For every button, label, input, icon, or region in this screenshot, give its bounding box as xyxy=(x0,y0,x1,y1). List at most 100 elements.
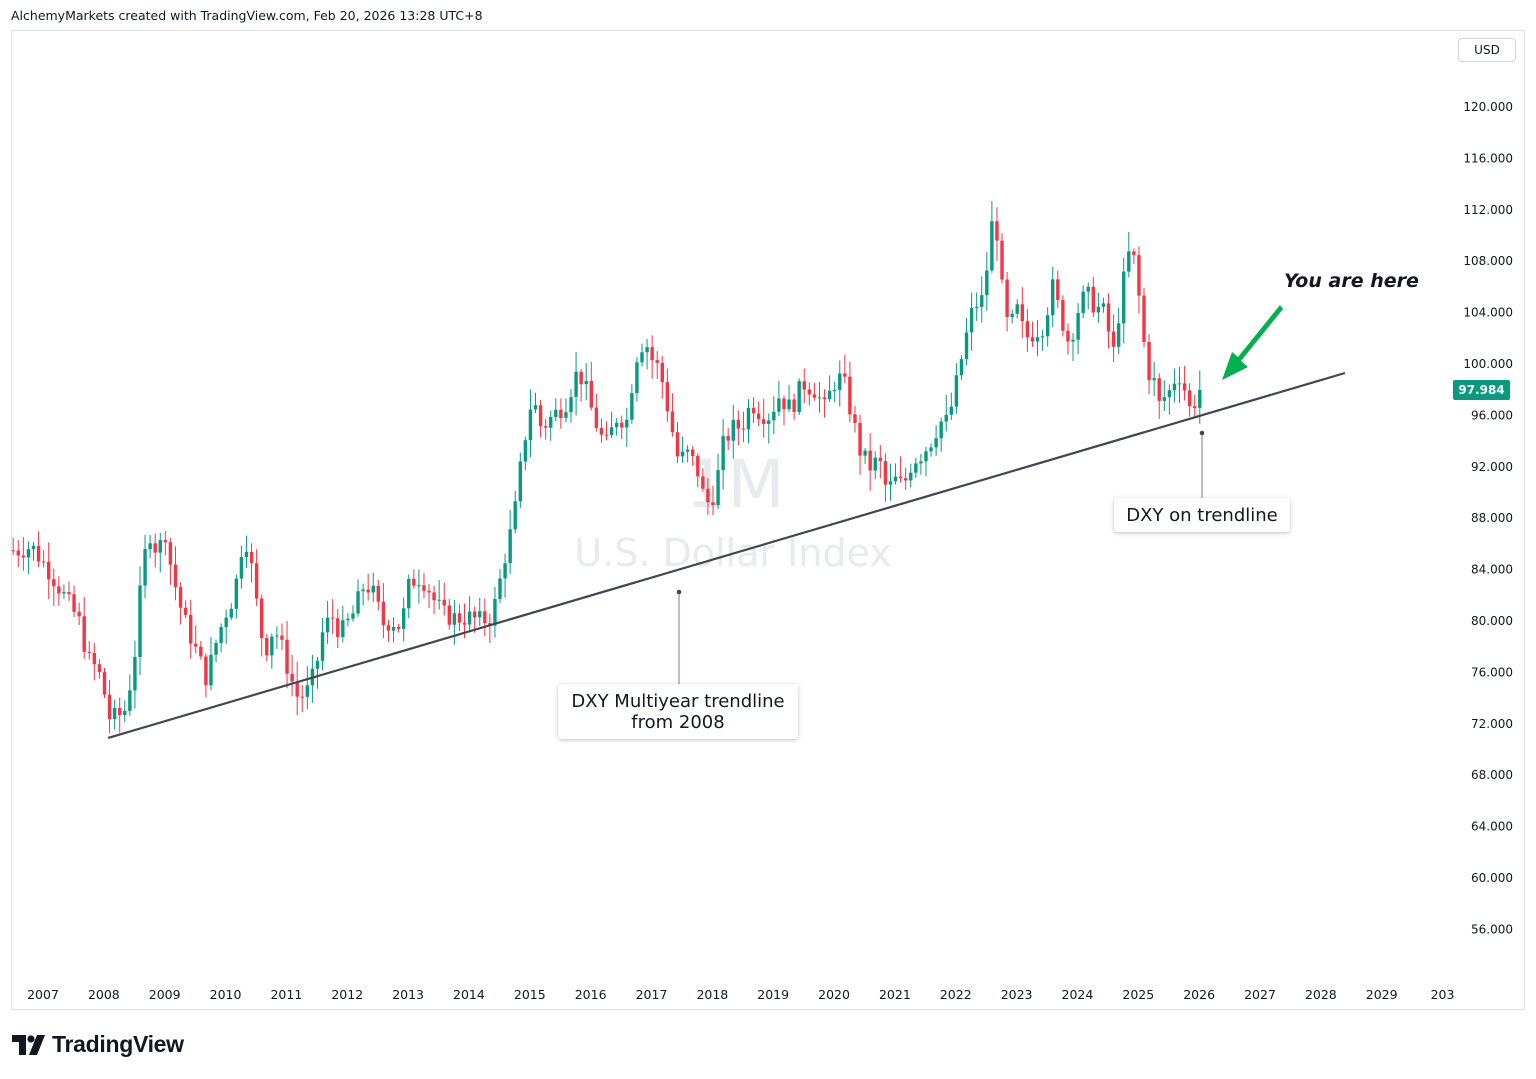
candle-body xyxy=(513,501,517,530)
candle-body xyxy=(290,673,294,682)
candle-body xyxy=(853,414,857,423)
candle-body xyxy=(650,347,654,361)
candle-body xyxy=(26,549,31,558)
x-tick-label: 2014 xyxy=(453,987,485,1002)
candle-body xyxy=(194,643,198,647)
candle-body xyxy=(1081,291,1085,313)
candle-body xyxy=(442,599,446,606)
y-tick-label: 80.000 xyxy=(1471,614,1513,628)
candle-body xyxy=(726,436,730,441)
candle-body xyxy=(873,457,877,471)
candle-body xyxy=(462,622,467,625)
candle-body xyxy=(295,681,299,697)
candle-body xyxy=(275,635,279,637)
candle-body xyxy=(909,472,913,481)
x-tick-label: 2011 xyxy=(270,987,302,1002)
candle-body xyxy=(315,660,320,669)
candle-body xyxy=(675,432,680,457)
candle-body xyxy=(868,450,872,471)
candle-body xyxy=(985,270,989,296)
x-tick-label: 2024 xyxy=(1062,987,1094,1002)
candle-body xyxy=(538,405,543,427)
x-tick-label: 2007 xyxy=(27,987,59,1002)
chart-frame[interactable] xyxy=(11,30,1525,1010)
candle-body xyxy=(280,635,284,640)
candle-body xyxy=(944,414,948,422)
candle-body xyxy=(1147,342,1151,381)
candle-body xyxy=(41,561,46,563)
candle-body xyxy=(417,585,421,587)
x-tick-label: 2021 xyxy=(879,987,911,1002)
candle-body xyxy=(843,373,847,377)
candle-body xyxy=(31,545,36,550)
tradingview-wordmark: TradingView xyxy=(52,1031,184,1057)
y-tick-label: 92.000 xyxy=(1471,460,1513,474)
candle-body xyxy=(929,447,933,452)
candle-body xyxy=(767,420,771,424)
candle-body xyxy=(493,598,497,626)
candle-body xyxy=(995,221,999,241)
x-tick-label: 2019 xyxy=(757,987,789,1002)
tradingview-logo-icon xyxy=(12,1034,45,1055)
candle-body xyxy=(655,360,659,363)
candle-body xyxy=(219,627,223,643)
candle-body xyxy=(1111,331,1116,347)
candle-body xyxy=(1091,286,1096,313)
candle-body xyxy=(1040,336,1045,338)
candle-body xyxy=(832,390,837,392)
candle-body xyxy=(939,421,943,439)
x-tick-label: 2029 xyxy=(1366,987,1398,1002)
you-are-here-label: You are here xyxy=(1284,270,1419,292)
x-tick-label: 2028 xyxy=(1305,987,1337,1002)
candle-body xyxy=(128,690,132,711)
dxy-on-trendline-callout[interactable]: DXY on trendline xyxy=(1114,498,1290,532)
candle-body xyxy=(883,461,888,485)
candle-body xyxy=(888,481,893,485)
candle-body xyxy=(1010,313,1014,318)
candle-body xyxy=(1051,279,1055,316)
candle-body xyxy=(259,598,264,639)
candle-body xyxy=(620,422,624,428)
candle-body xyxy=(1005,279,1009,318)
y-tick-label: 76.000 xyxy=(1471,665,1513,679)
candle-body xyxy=(92,652,97,665)
candle-body xyxy=(371,585,375,593)
candle-body xyxy=(711,502,715,506)
y-tick-label: 64.000 xyxy=(1471,820,1513,834)
candle-body xyxy=(691,449,695,457)
candle-body xyxy=(685,449,690,452)
last-price-badge: 97.984 xyxy=(1453,380,1510,400)
candle-body xyxy=(346,618,350,621)
candle-body xyxy=(716,470,720,506)
multiyear-trendline-callout[interactable]: DXY Multiyear trendline from 2008 xyxy=(558,684,798,739)
candle-body xyxy=(584,380,588,385)
candle-body xyxy=(87,651,91,653)
candle-body xyxy=(1127,251,1131,272)
candle-body xyxy=(67,592,71,595)
y-tick-label: 56.000 xyxy=(1471,922,1513,936)
candle-body xyxy=(645,347,649,353)
candle-body xyxy=(123,710,127,715)
candle-body xyxy=(670,411,675,433)
tradingview-logo[interactable]: TradingView xyxy=(12,1031,184,1058)
candle-body xyxy=(1015,304,1019,314)
candle-body xyxy=(457,613,462,623)
candle-body xyxy=(173,564,178,588)
candle-body xyxy=(21,555,26,558)
candle-body xyxy=(706,488,710,503)
currency-selector[interactable]: USD xyxy=(1458,38,1516,62)
candle-body xyxy=(432,592,436,601)
y-tick-label: 72.000 xyxy=(1471,717,1513,731)
candle-body xyxy=(797,381,801,413)
candle-body xyxy=(47,561,51,580)
candle-body xyxy=(1187,390,1192,407)
candle-body xyxy=(554,409,558,417)
candle-body xyxy=(701,476,705,489)
candle-body xyxy=(969,307,974,333)
x-tick-label: 2015 xyxy=(514,987,546,1002)
y-tick-label: 120.000 xyxy=(1463,100,1513,114)
candle-body xyxy=(407,578,411,609)
candle-body xyxy=(244,551,249,558)
candle-body xyxy=(401,608,406,629)
